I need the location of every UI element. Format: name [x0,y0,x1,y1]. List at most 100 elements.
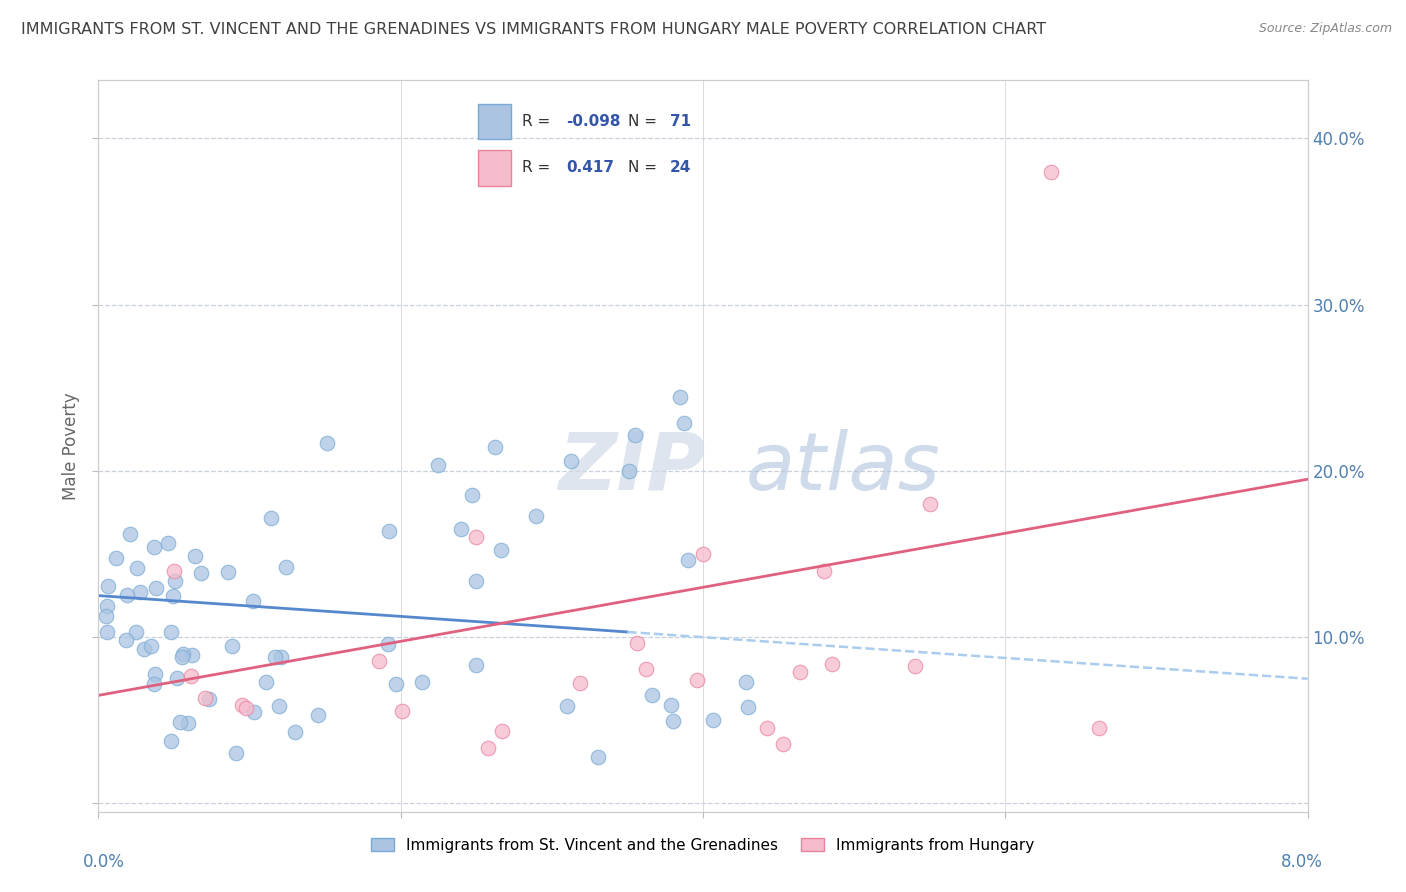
Point [162,590,184,604]
Point [127,561,149,575]
Point [668,390,690,404]
Point [461,488,484,502]
Point [641,688,664,702]
Point [735,675,758,690]
Text: atlas: atlas [745,429,941,507]
Text: IMMIGRANTS FROM ST. VINCENT AND THE GRENADINES VS IMMIGRANTS FROM HUNGARY MALE P: IMMIGRANTS FROM ST. VINCENT AND THE GREN… [21,22,1046,37]
Point [316,435,339,450]
Text: 8.0%: 8.0% [1281,854,1323,871]
Point [662,714,685,728]
Y-axis label: Male Poverty: Male Poverty [62,392,80,500]
Point [242,594,264,608]
Point [685,673,707,687]
Text: 0.0%: 0.0% [83,854,125,871]
Point [491,543,513,558]
Point [120,526,142,541]
Point [117,588,139,602]
Point [96,624,118,639]
Point [737,700,759,714]
Point [225,746,247,760]
Point [231,698,253,712]
Point [789,665,811,679]
Point [672,416,695,430]
Point [270,650,292,665]
Point [465,530,488,544]
Point [183,549,205,563]
Point [166,671,188,685]
Point [157,535,180,549]
Point [160,624,183,639]
Point [524,508,547,523]
Legend: Immigrants from St. Vincent and the Grenadines, Immigrants from Hungary: Immigrants from St. Vincent and the Gren… [366,831,1040,859]
Point [465,574,488,588]
Point [623,428,645,442]
Point [243,705,266,719]
Point [96,599,118,613]
Point [676,553,699,567]
Point [555,698,578,713]
Point [97,579,120,593]
Text: ZIP: ZIP [558,429,706,507]
Point [94,608,117,623]
Point [104,550,127,565]
Point [235,700,257,714]
Point [132,642,155,657]
Point [145,582,167,596]
Point [264,650,287,665]
Point [163,574,186,588]
Point [904,659,927,673]
Point [1039,164,1062,178]
Text: Source: ZipAtlas.com: Source: ZipAtlas.com [1258,22,1392,36]
Point [484,440,506,454]
Point [617,464,640,478]
Point [772,737,794,751]
Point [659,698,682,713]
Point [139,640,162,654]
Point [172,648,194,662]
Point [284,725,307,739]
Point [169,714,191,729]
Point [160,734,183,748]
Point [385,677,408,691]
Point [163,564,186,578]
Point [198,691,221,706]
Point [813,564,835,578]
Point [560,454,582,468]
Point [586,750,609,764]
Point [918,497,941,511]
Point [181,648,204,663]
Point [411,674,433,689]
Point [821,657,844,671]
Point [692,547,714,561]
Point [217,566,239,580]
Point [115,633,138,648]
Point [367,654,389,668]
Point [276,559,298,574]
Point [125,624,148,639]
Point [569,676,592,690]
Point [464,658,486,673]
Point [702,713,724,727]
Point [378,524,401,538]
Point [267,698,290,713]
Point [427,458,450,473]
Point [143,540,166,554]
Point [190,566,212,581]
Point [626,636,648,650]
Point [634,662,657,676]
Point [194,691,217,706]
Point [260,511,283,525]
Point [221,639,243,653]
Point [142,676,165,690]
Point [377,637,399,651]
Point [180,669,202,683]
Point [1088,721,1111,735]
Point [307,708,329,723]
Point [450,522,472,536]
Point [254,674,277,689]
Point [391,704,413,718]
Point [128,584,150,599]
Point [143,666,166,681]
Point [172,650,194,665]
Point [491,724,513,739]
